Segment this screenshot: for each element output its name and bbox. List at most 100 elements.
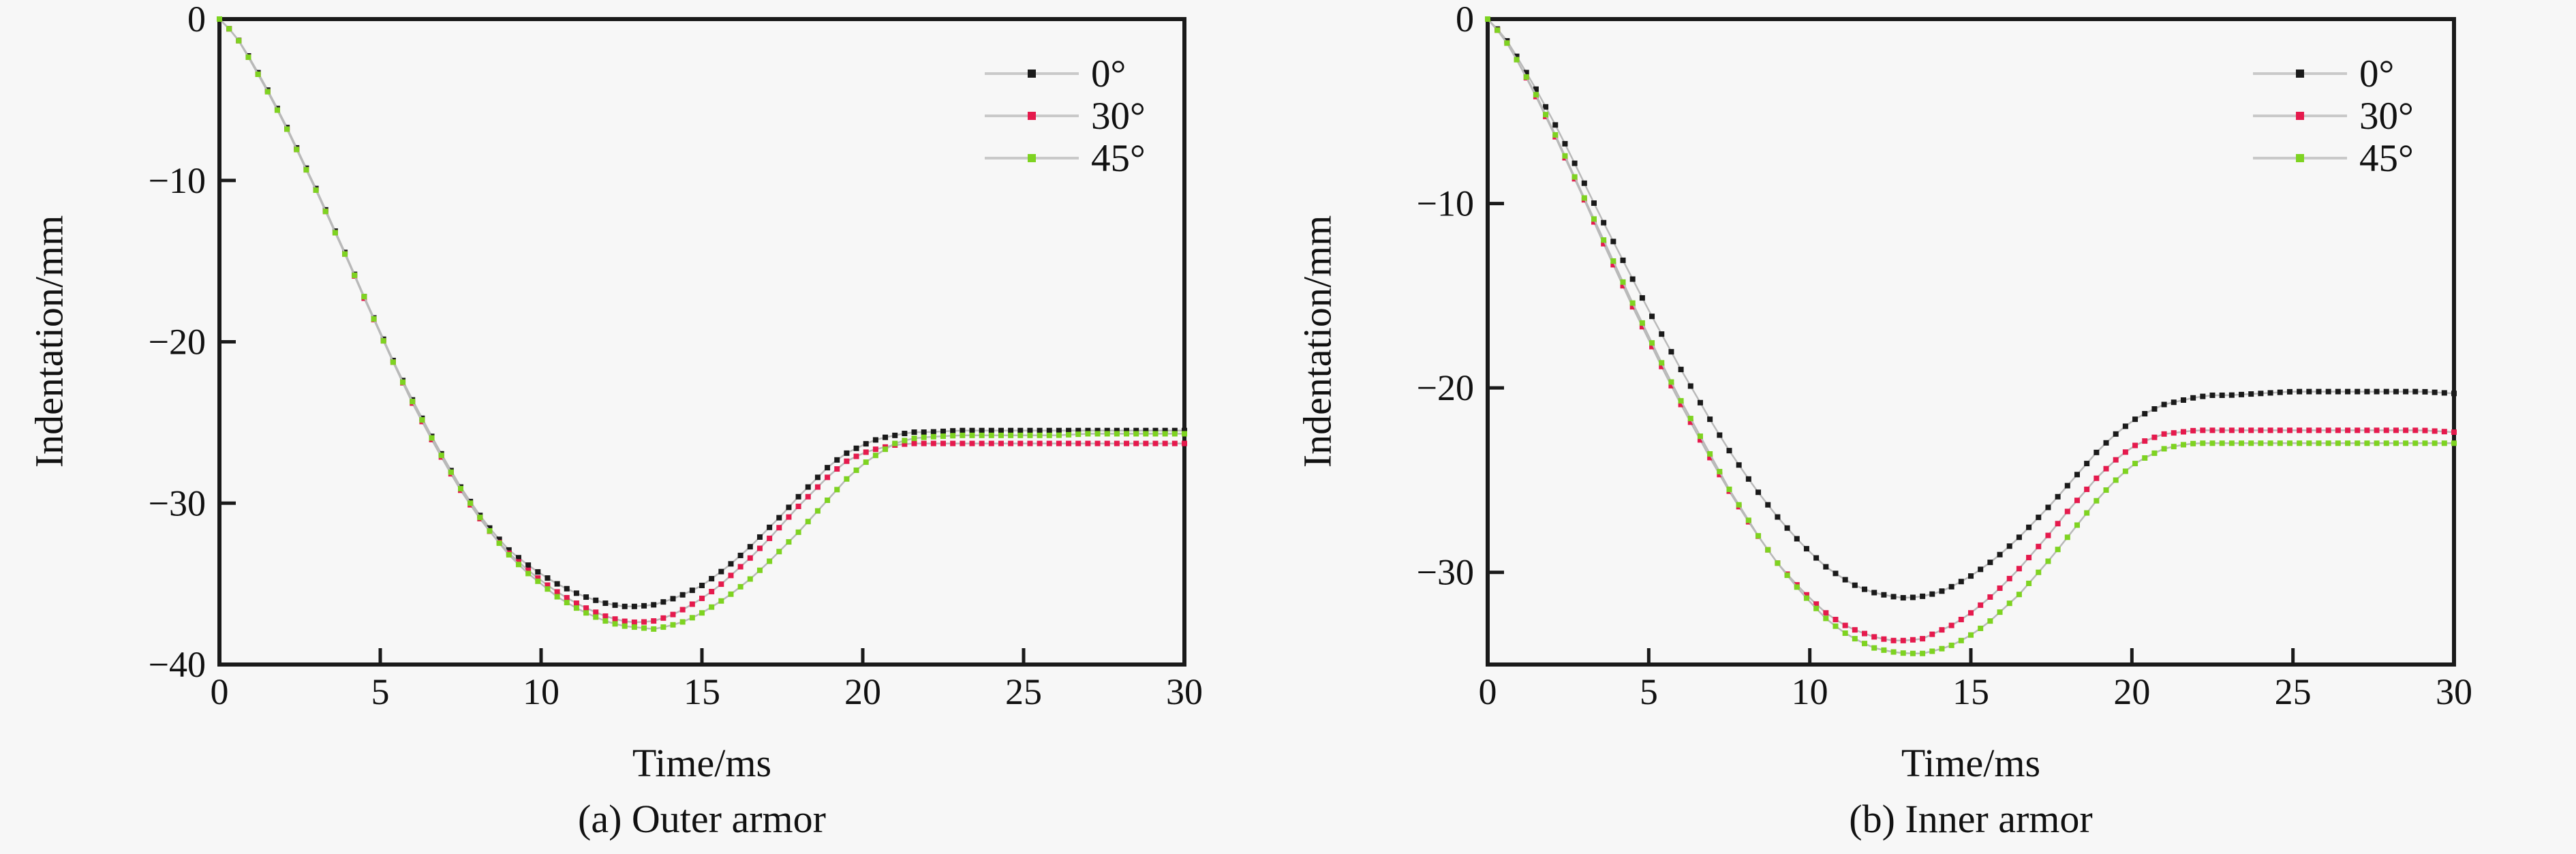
series-30deg (217, 16, 1187, 625)
data-marker (950, 433, 956, 439)
data-marker (573, 590, 579, 596)
data-marker (2006, 575, 2012, 581)
data-marker (2441, 390, 2447, 396)
data-marker (1659, 360, 1665, 366)
data-marker (573, 605, 579, 611)
data-marker (2122, 449, 2128, 455)
data-marker (998, 440, 1004, 446)
data-marker (1008, 432, 1014, 438)
data-marker (2219, 440, 2225, 446)
data-marker (1948, 622, 1954, 628)
data-marker (2045, 558, 2051, 564)
data-marker (274, 107, 280, 113)
data-marker (709, 588, 715, 594)
data-marker (545, 586, 551, 592)
data-marker (390, 359, 396, 365)
data-marker (699, 582, 705, 588)
data-marker (747, 555, 753, 561)
data-marker (2393, 388, 2399, 395)
series-45deg (217, 16, 1187, 632)
data-marker (2016, 566, 2022, 572)
data-marker (2074, 522, 2080, 528)
data-marker (2171, 444, 2177, 450)
data-marker (2200, 427, 2206, 433)
data-marker (1794, 584, 1800, 590)
data-marker (776, 515, 782, 521)
x-axis-title-outer: Time/ms (632, 741, 772, 785)
data-marker (767, 558, 773, 564)
data-marker (2055, 547, 2061, 553)
data-marker (2267, 440, 2273, 446)
data-marker (1900, 637, 1906, 643)
data-marker (950, 428, 956, 434)
data-marker (1823, 615, 1829, 622)
data-marker (814, 474, 821, 481)
data-marker (1056, 432, 1062, 438)
data-marker (2277, 389, 2283, 395)
data-marker (689, 615, 695, 621)
data-marker (515, 555, 521, 561)
data-marker (2432, 389, 2438, 395)
data-marker (1659, 363, 1665, 369)
data-marker (1171, 440, 1178, 446)
data-marker (612, 616, 618, 622)
y-tick-label: −40 (149, 644, 206, 685)
data-marker (1987, 594, 1993, 600)
data-marker (689, 588, 695, 594)
data-marker (1610, 258, 1616, 264)
data-marker (535, 575, 541, 581)
data-marker (1736, 502, 1742, 508)
y-tick-label: −30 (1417, 552, 1474, 593)
data-marker (2190, 395, 2196, 401)
data-marker (1987, 618, 1993, 624)
x-axis-title-inner: Time/ms (1901, 741, 2041, 785)
data-marker (2325, 440, 2331, 446)
y-tick-label: −20 (1417, 367, 1474, 408)
data-marker (2142, 438, 2148, 444)
data-marker (313, 187, 319, 193)
data-marker (1862, 630, 1868, 637)
data-marker (2209, 427, 2215, 433)
data-marker (2026, 555, 2032, 561)
data-marker (747, 544, 753, 550)
data-marker (834, 487, 840, 493)
data-marker (641, 619, 647, 625)
data-marker (303, 167, 309, 173)
data-marker (930, 429, 936, 435)
data-marker (2142, 411, 2148, 417)
data-marker (2374, 427, 2380, 433)
data-marker (1008, 440, 1014, 446)
data-marker (2355, 388, 2361, 395)
data-marker (670, 611, 676, 617)
caption-inner-armor: (b) Inner armor (1849, 797, 2093, 841)
data-marker (1171, 427, 1178, 433)
data-marker (1910, 594, 1916, 600)
y-tick-label: 0 (1456, 0, 1474, 40)
data-marker (1133, 431, 1139, 437)
data-marker (2267, 427, 2273, 433)
legend-label: 45° (1091, 137, 1146, 180)
data-marker (911, 436, 917, 442)
data-marker (1697, 437, 1703, 443)
data-marker (651, 618, 657, 624)
data-marker (2084, 510, 2090, 516)
data-marker (2403, 440, 2409, 446)
data-marker (467, 500, 474, 506)
legend-marker (1028, 112, 1036, 120)
data-marker (825, 465, 831, 471)
data-marker (2151, 406, 2158, 412)
data-marker (554, 581, 560, 587)
data-marker (1182, 431, 1187, 437)
data-marker (940, 428, 946, 434)
data-marker (1765, 502, 1771, 508)
data-marker (1094, 431, 1101, 437)
data-marker (2084, 461, 2090, 467)
data-marker (1997, 585, 2003, 591)
data-marker (2374, 440, 2380, 446)
data-marker (1678, 398, 1684, 404)
data-marker (1571, 160, 1578, 166)
data-marker (2209, 392, 2215, 398)
data-marker (641, 625, 647, 631)
data-marker (872, 453, 878, 459)
data-marker (2094, 498, 2100, 504)
